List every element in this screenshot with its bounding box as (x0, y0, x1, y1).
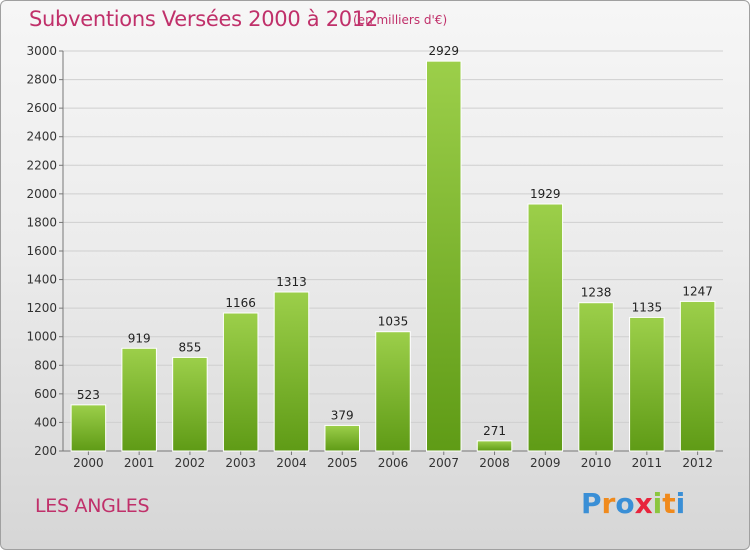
x-tick-label: 2007 (428, 456, 459, 470)
data-label: 855 (178, 340, 201, 354)
data-label: 1166 (225, 296, 256, 310)
chart-subtitle: (en milliers d'€) (353, 13, 448, 27)
x-tick-label: 2009 (530, 456, 561, 470)
bar-2007 (426, 60, 462, 452)
x-tick-label: 2010 (581, 456, 612, 470)
logo-letter: i (675, 487, 686, 520)
y-tick-label: 2000 (26, 187, 57, 201)
bar-2009 (527, 203, 564, 452)
data-label: 1238 (581, 286, 612, 300)
bar-2010 (578, 302, 614, 452)
bars (70, 60, 716, 452)
x-tick-label: 2000 (73, 456, 104, 470)
y-tick-label: 200 (34, 444, 57, 458)
x-tick-label: 2008 (479, 456, 510, 470)
x-tick-label: 2004 (276, 456, 307, 470)
bar-2001 (121, 347, 157, 452)
x-tick-label: 2003 (225, 456, 256, 470)
y-tick-label: 2200 (26, 158, 57, 172)
bar-2008 (476, 440, 513, 452)
bar-2002 (172, 356, 208, 452)
logo-letter: o (615, 487, 635, 520)
x-tick-label: 2002 (175, 456, 206, 470)
y-tick-label: 2800 (26, 73, 57, 87)
commune-name: LES ANGLES (35, 495, 150, 517)
bar-2004 (273, 291, 310, 452)
data-label: 1313 (276, 275, 307, 289)
data-label: 1929 (530, 187, 561, 201)
y-tick-label: 1600 (26, 244, 57, 258)
y-tick-label: 3000 (26, 44, 57, 58)
x-tick-label: 2005 (327, 456, 358, 470)
y-tick-label: 1200 (26, 301, 57, 315)
y-tick-label: 1000 (26, 330, 57, 344)
y-tick-label: 1800 (26, 215, 57, 229)
y-tick-label: 800 (34, 358, 57, 372)
y-tick-label: 2400 (26, 130, 57, 144)
y-tick-label: 2600 (26, 101, 57, 115)
bar-2011 (629, 316, 665, 452)
bar-2000 (70, 404, 107, 452)
logo-letter: t (662, 487, 676, 520)
bar-2003 (222, 312, 259, 452)
bar-2006 (375, 331, 411, 452)
bar-2005 (324, 424, 360, 452)
data-label: 1247 (682, 284, 713, 298)
data-label: 919 (128, 331, 151, 345)
logo-letter: P (581, 487, 602, 520)
logo-letter: i (652, 487, 663, 520)
data-label: 1035 (378, 315, 409, 329)
x-tick-labels: 2000 2001 2002 2003 2004 2005 2006 2007 2008 2009… (73, 456, 713, 470)
data-label: 271 (483, 424, 506, 438)
x-tick-label: 2001 (124, 456, 155, 470)
y-tick-label: 400 (34, 415, 57, 429)
y-tick-label: 600 (34, 387, 57, 401)
data-labels: 523 919 855 1166 1313 379 1035 2929 271 1929 1238 1… (77, 44, 713, 438)
x-tick-label: 2011 (632, 456, 663, 470)
data-label: 2929 (428, 44, 459, 58)
bar-2012 (679, 300, 716, 452)
chart-title: Subventions Versées 2000 à 2012 (29, 7, 378, 31)
y-tick-labels: 200 400 600 800 1000 1200 1400 1600 1800 2000 2200… (26, 44, 57, 458)
data-label: 1135 (632, 300, 663, 314)
y-tick-label: 1400 (26, 273, 57, 287)
data-label: 379 (331, 408, 354, 422)
logo-letter: x (634, 487, 653, 520)
x-tick-label: 2006 (378, 456, 409, 470)
x-tick-label: 2012 (682, 456, 713, 470)
proxiti-logo: Proxiti (581, 487, 685, 520)
logo-letter: r (601, 487, 616, 520)
data-label: 523 (77, 388, 100, 402)
